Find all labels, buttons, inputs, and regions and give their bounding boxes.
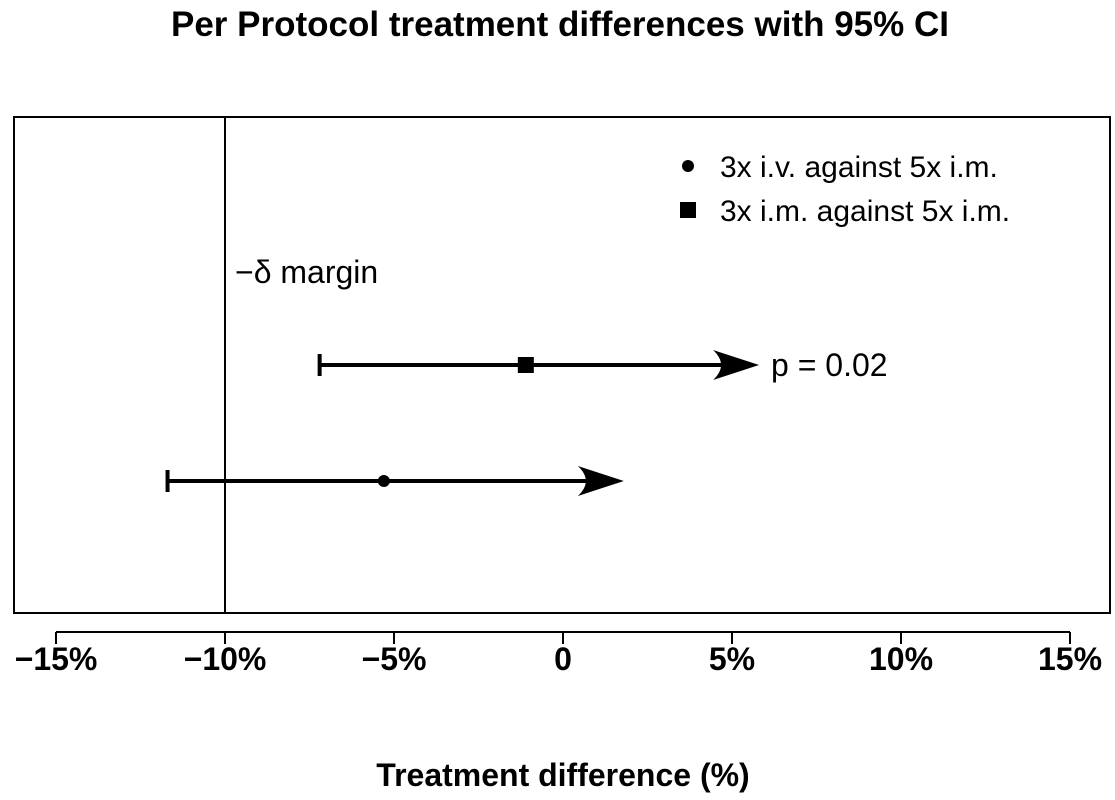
x-tick-label: 10% <box>869 641 933 677</box>
legend-marker-circle <box>682 160 694 172</box>
legend-item-label: 3x i.v. against 5x i.m. <box>720 151 998 184</box>
x-tick-label: −10% <box>184 641 267 677</box>
ci-upper-arrow <box>713 350 760 380</box>
chart-title: Per Protocol treatment differences with … <box>171 5 949 44</box>
estimate-marker-circle <box>377 475 390 487</box>
x-axis: −15% −10% −5% 0 5% 10% 15% <box>15 631 1102 677</box>
x-tick-label: 0 <box>554 641 572 677</box>
plot-frame <box>13 116 1111 614</box>
margin-reference: −δ margin <box>224 117 378 613</box>
series-group: p = 0.02 <box>165 347 888 496</box>
x-tick-label: 15% <box>1038 641 1102 677</box>
ci-upper-arrow <box>577 466 624 496</box>
series-row: p = 0.02 <box>317 347 888 383</box>
x-tick-label: 5% <box>709 641 755 677</box>
p-value-label: p = 0.02 <box>771 347 888 383</box>
x-tick-label: −5% <box>362 641 427 677</box>
margin-label: −δ margin <box>235 254 378 290</box>
legend-item-label: 3x i.m. against 5x i.m. <box>720 195 1010 228</box>
x-tick-label: −15% <box>15 641 98 677</box>
estimate-marker-square <box>517 357 534 373</box>
series-row <box>165 466 624 496</box>
legend-marker-square <box>680 202 696 218</box>
x-axis-label: Treatment difference (%) <box>376 757 749 793</box>
legend: 3x i.v. against 5x i.m. 3x i.m. against 5… <box>680 151 1010 228</box>
